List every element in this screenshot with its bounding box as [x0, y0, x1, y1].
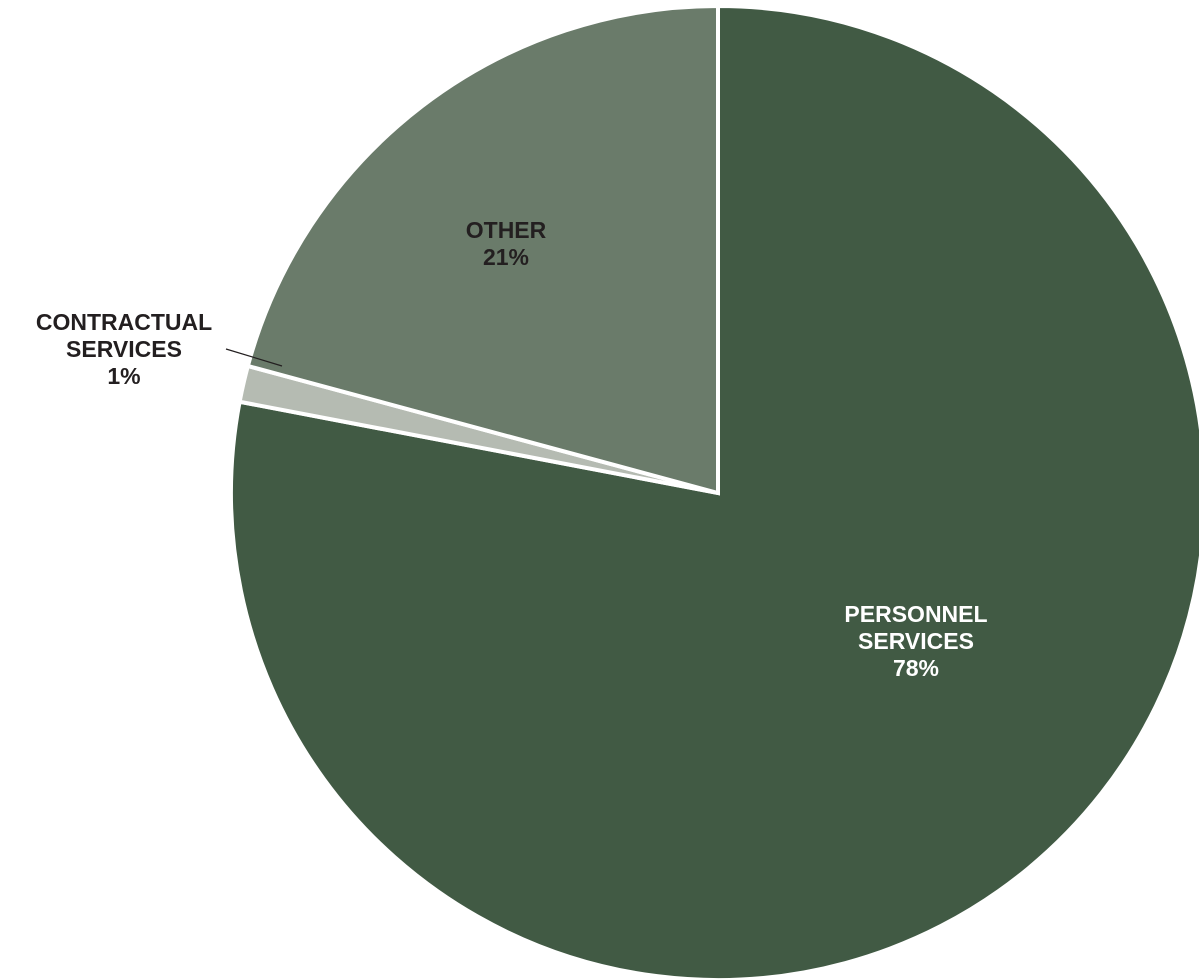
pie-slices — [229, 3, 1199, 979]
slice-name-line: PERSONNEL — [844, 601, 987, 627]
slice-percent-other: 21% — [483, 244, 529, 270]
leader-lines — [225, 348, 283, 367]
slice-percent-personnel-services: 78% — [893, 655, 939, 681]
slice-label-other: OTHER 21% — [466, 217, 547, 270]
leader-line-contractual-services — [225, 348, 283, 367]
pie-slice-other — [245, 3, 720, 496]
slice-label-personnel-services: PERSONNEL SERVICES 78% — [844, 601, 987, 681]
slice-name-line: SERVICES — [66, 336, 182, 362]
slice-name-line: SERVICES — [858, 628, 974, 654]
slice-name-line: OTHER — [466, 217, 547, 243]
slice-percent-contractual-services: 1% — [107, 363, 140, 389]
slice-label-contractual-services: CONTRACTUAL SERVICES 1% — [36, 309, 212, 389]
slice-name-line: CONTRACTUAL — [36, 309, 212, 335]
slice-labels: PERSONNEL SERVICES 78%CONTRACTUAL SERVICES 1… — [36, 217, 988, 681]
